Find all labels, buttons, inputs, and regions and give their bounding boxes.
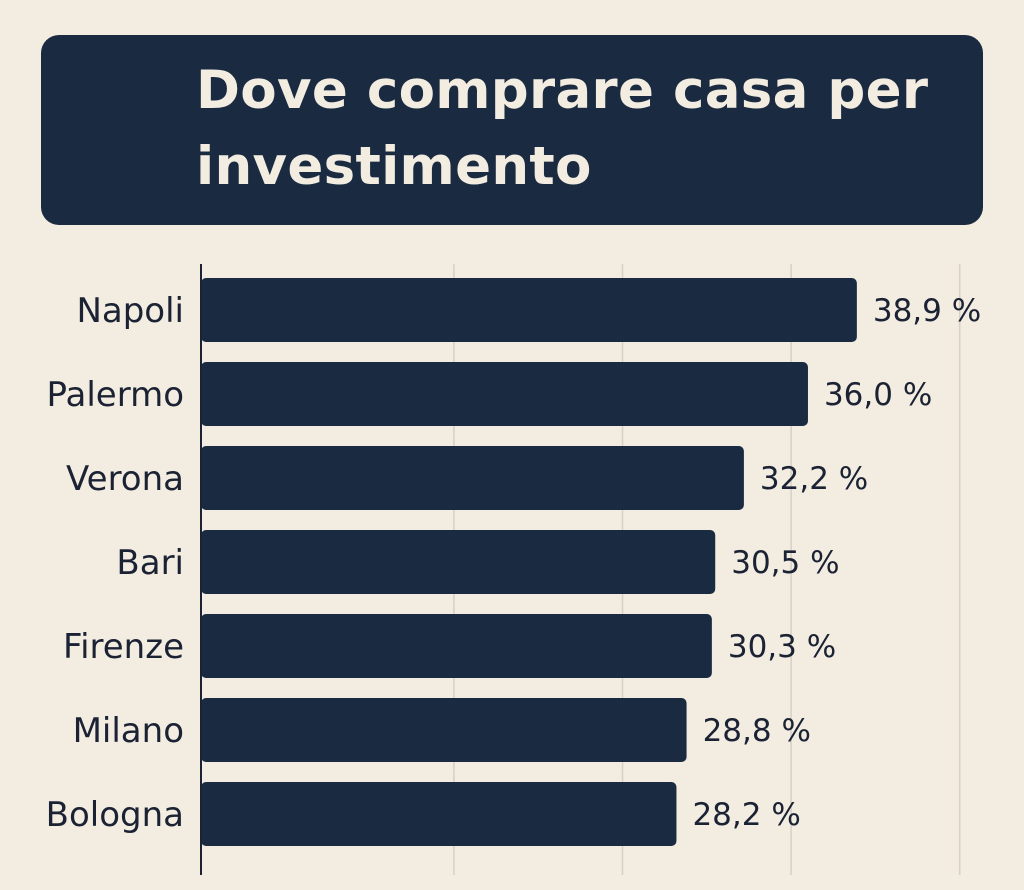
category-label-palermo: Palermo <box>47 375 184 415</box>
bar-firenze <box>201 614 712 678</box>
value-label-firenze: 30,3 % <box>728 629 836 665</box>
bar-napoli <box>201 278 857 342</box>
category-label-verona: Verona <box>66 459 184 499</box>
category-label-bologna: Bologna <box>46 795 184 835</box>
category-label-napoli: Napoli <box>76 291 184 331</box>
value-label-napoli: 38,9 % <box>873 293 981 329</box>
bar-palermo <box>201 362 808 426</box>
bar-bari <box>201 530 716 594</box>
chart-title: Dove comprare casa per investimento <box>196 60 929 197</box>
value-label-verona: 32,2 % <box>760 461 868 497</box>
value-label-milano: 28,8 % <box>703 713 811 749</box>
value-label-bologna: 28,2 % <box>692 797 800 833</box>
bar-bologna <box>201 782 677 846</box>
title-banner: Dove comprare casa per investimento <box>41 35 983 225</box>
category-label-firenze: Firenze <box>63 627 184 667</box>
bar-verona <box>201 446 744 510</box>
value-label-palermo: 36,0 % <box>824 377 932 413</box>
category-label-bari: Bari <box>116 543 184 583</box>
category-label-milano: Milano <box>73 711 184 751</box>
bar-milano <box>201 698 687 762</box>
value-label-bari: 30,5 % <box>731 545 839 581</box>
